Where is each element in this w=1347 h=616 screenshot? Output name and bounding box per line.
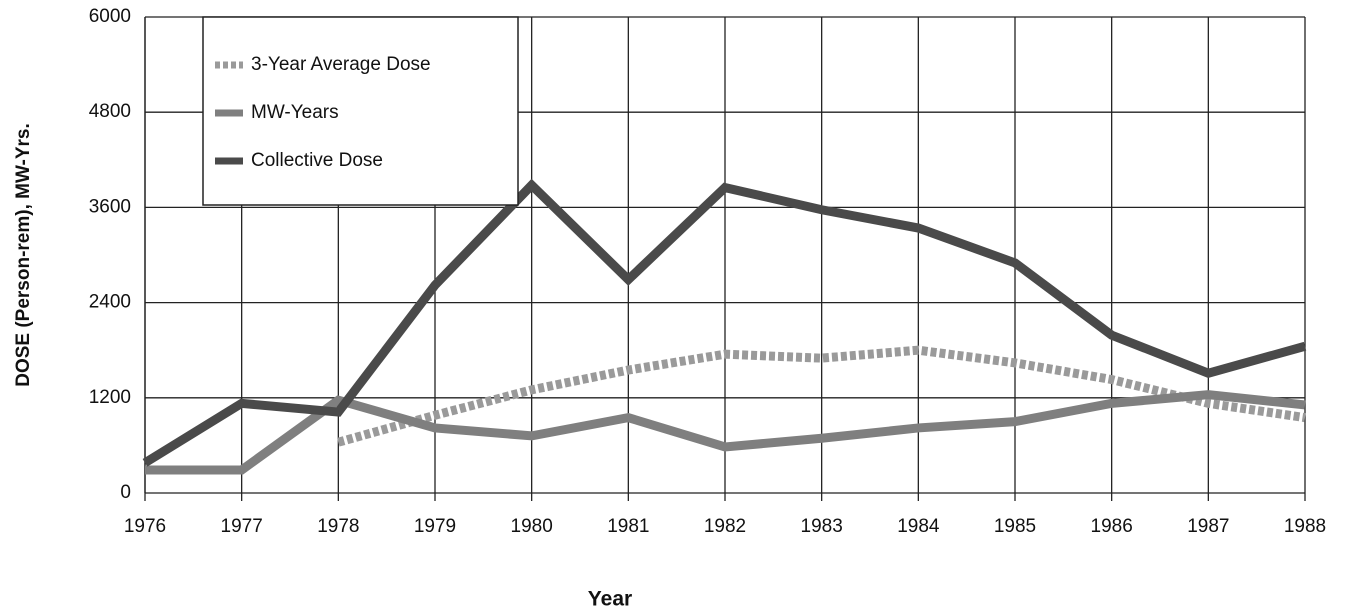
y-tick-label: 1200 <box>89 387 131 408</box>
legend-box <box>202 16 519 206</box>
x-tick-label: 1987 <box>1187 516 1229 537</box>
x-tick-label: 1977 <box>221 516 263 537</box>
data-line <box>337 345 1306 447</box>
x-tick-label: 1980 <box>511 516 553 537</box>
y-tick-label: 4800 <box>89 101 131 122</box>
x-tick-label: 1982 <box>704 516 746 537</box>
x-tick-label: 1985 <box>994 516 1036 537</box>
data-line <box>145 390 1306 475</box>
y-tick-label: 2400 <box>89 292 131 313</box>
x-tick-label: 1976 <box>124 516 166 537</box>
y-tick-label: 0 <box>120 482 131 503</box>
legend-label: 3-Year Average Dose <box>251 54 431 75</box>
x-tick-label: 1988 <box>1284 516 1326 537</box>
y-tick-label: 3600 <box>89 196 131 217</box>
x-tick-label: 1984 <box>897 516 940 537</box>
x-axis-label: Year <box>588 588 632 611</box>
y-tick-label: 6000 <box>89 6 131 27</box>
x-tick-label: 1978 <box>317 516 359 537</box>
x-tick-label: 1981 <box>607 516 649 537</box>
legend-label: Collective Dose <box>251 150 383 171</box>
x-tick-label: 1979 <box>414 516 456 537</box>
data-line <box>142 178 1307 467</box>
x-tick-label: 1983 <box>801 516 843 537</box>
legend-label: MW-Years <box>251 102 339 123</box>
y-axis-label: DOSE (Person-rem), MW-Yrs. <box>13 123 34 387</box>
x-tick-label: 1986 <box>1091 516 1133 537</box>
